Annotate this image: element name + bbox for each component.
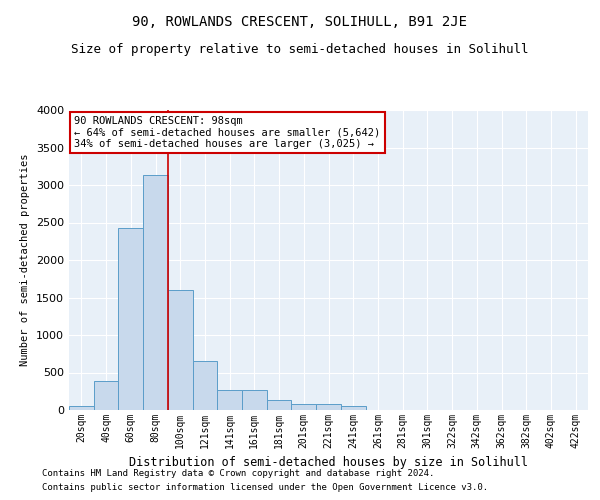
Bar <box>69 406 94 410</box>
Bar <box>292 404 316 410</box>
Text: Contains HM Land Registry data © Crown copyright and database right 2024.: Contains HM Land Registry data © Crown c… <box>42 468 434 477</box>
Bar <box>118 228 143 410</box>
Text: 90 ROWLANDS CRESCENT: 98sqm
← 64% of semi-detached houses are smaller (5,642)
34: 90 ROWLANDS CRESCENT: 98sqm ← 64% of sem… <box>74 116 380 149</box>
Text: 90, ROWLANDS CRESCENT, SOLIHULL, B91 2JE: 90, ROWLANDS CRESCENT, SOLIHULL, B91 2JE <box>133 15 467 29</box>
Bar <box>242 390 267 410</box>
Bar <box>168 290 193 410</box>
Bar <box>316 404 341 410</box>
Bar <box>267 400 292 410</box>
Bar <box>143 176 168 410</box>
X-axis label: Distribution of semi-detached houses by size in Solihull: Distribution of semi-detached houses by … <box>129 456 528 469</box>
Y-axis label: Number of semi-detached properties: Number of semi-detached properties <box>20 154 31 366</box>
Text: Contains public sector information licensed under the Open Government Licence v3: Contains public sector information licen… <box>42 484 488 492</box>
Bar <box>94 381 118 410</box>
Bar <box>217 390 242 410</box>
Text: Size of property relative to semi-detached houses in Solihull: Size of property relative to semi-detach… <box>71 42 529 56</box>
Bar <box>341 406 365 410</box>
Bar <box>193 361 217 410</box>
